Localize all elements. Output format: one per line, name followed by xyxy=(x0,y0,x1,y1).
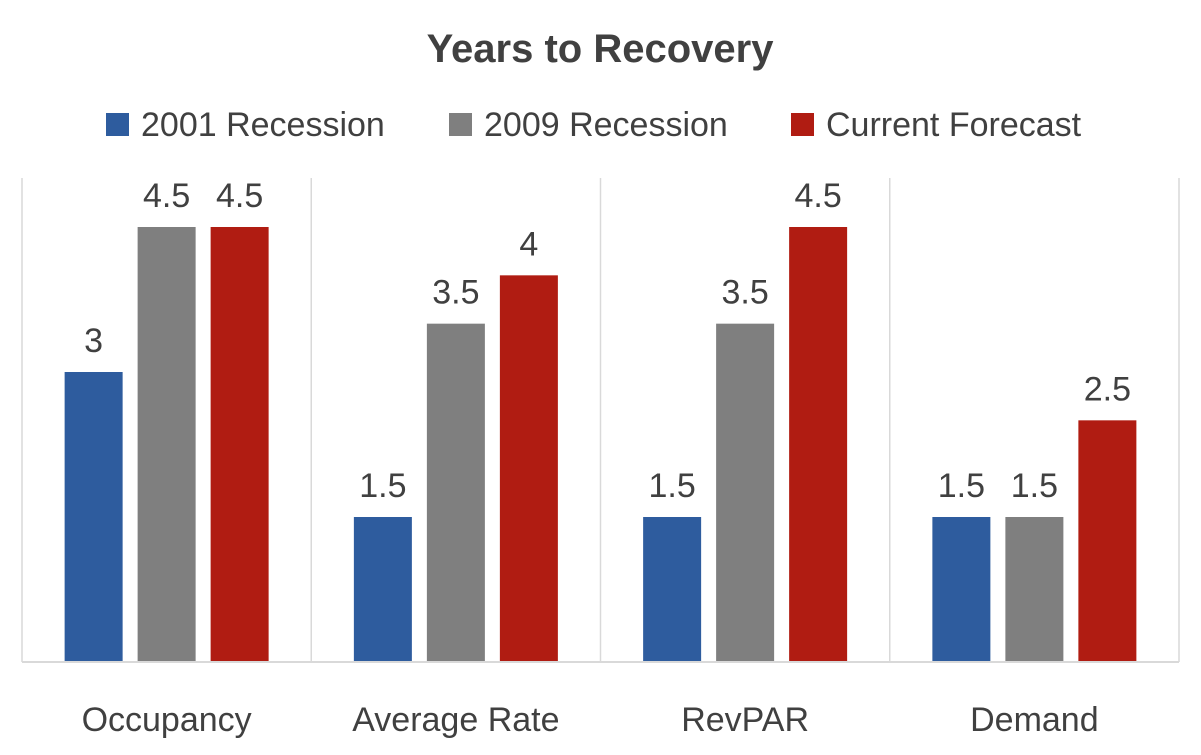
bar xyxy=(1005,517,1064,662)
bar xyxy=(64,372,123,662)
legend-label: 2009 Recession xyxy=(484,106,728,144)
bar xyxy=(932,517,991,662)
bar xyxy=(499,275,558,662)
legend-label: Current Forecast xyxy=(826,106,1082,144)
category-labels: Occupancy Average Rate RevPAR Demand xyxy=(82,701,1099,739)
bar xyxy=(789,227,848,662)
bar xyxy=(1078,420,1137,662)
data-label: 2.5 xyxy=(1084,370,1131,408)
category-label: Average Rate xyxy=(352,701,559,739)
legend-item: 2001 Recession xyxy=(106,106,385,144)
bars xyxy=(64,227,1137,662)
data-label: 4.5 xyxy=(216,177,263,215)
bar xyxy=(716,323,775,662)
data-label: 4 xyxy=(519,225,538,263)
data-label: 3.5 xyxy=(432,274,479,312)
data-label: 1.5 xyxy=(359,467,406,505)
bar xyxy=(353,517,412,662)
bar xyxy=(137,227,196,662)
data-label: 3 xyxy=(84,322,103,360)
legend-item: Current Forecast xyxy=(791,106,1082,144)
legend: 2001 Recession 2009 Recession Current Fore… xyxy=(106,106,1082,144)
data-label: 1.5 xyxy=(938,467,985,505)
legend-label: 2001 Recession xyxy=(141,106,385,144)
category-separators xyxy=(21,178,1180,662)
legend-swatch xyxy=(106,113,129,136)
data-label: 3.5 xyxy=(721,274,768,312)
category-label: RevPAR xyxy=(681,701,809,739)
data-label: 1.5 xyxy=(1011,467,1058,505)
legend-item: 2009 Recession xyxy=(449,106,728,144)
bar xyxy=(210,227,269,662)
data-label: 1.5 xyxy=(648,467,695,505)
legend-swatch xyxy=(791,113,814,136)
chart-title: Years to Recovery xyxy=(427,27,775,71)
legend-swatch xyxy=(449,113,472,136)
data-label: 4.5 xyxy=(143,177,190,215)
category-label: Occupancy xyxy=(82,701,252,739)
category-label: Demand xyxy=(970,701,1099,739)
data-label: 4.5 xyxy=(794,177,841,215)
data-labels: 3 4.5 4.5 1.5 3.5 4 1.5 3.5 4.5 1.5 1.5 2.5 xyxy=(84,177,1131,505)
bar xyxy=(426,323,485,662)
bar xyxy=(643,517,702,662)
